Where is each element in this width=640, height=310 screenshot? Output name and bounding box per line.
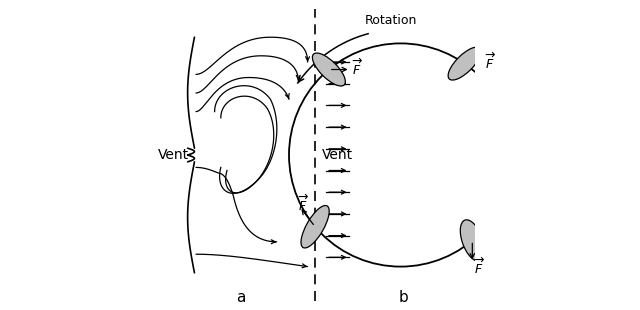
Text: $\overrightarrow{F}$: $\overrightarrow{F}$ [352,58,364,78]
Text: Vent: Vent [158,148,189,162]
Ellipse shape [448,47,481,80]
Text: $\overrightarrow{F}$: $\overrightarrow{F}$ [298,193,309,214]
Text: b: b [399,290,408,305]
Ellipse shape [312,53,346,86]
Text: $\overrightarrow{F}$: $\overrightarrow{F}$ [484,52,496,72]
Text: a: a [236,290,246,305]
Text: Rotation: Rotation [365,14,417,27]
Ellipse shape [460,220,484,261]
Text: Vent: Vent [321,148,353,162]
Ellipse shape [301,206,329,248]
Text: $\overrightarrow{F}$: $\overrightarrow{F}$ [474,257,485,277]
